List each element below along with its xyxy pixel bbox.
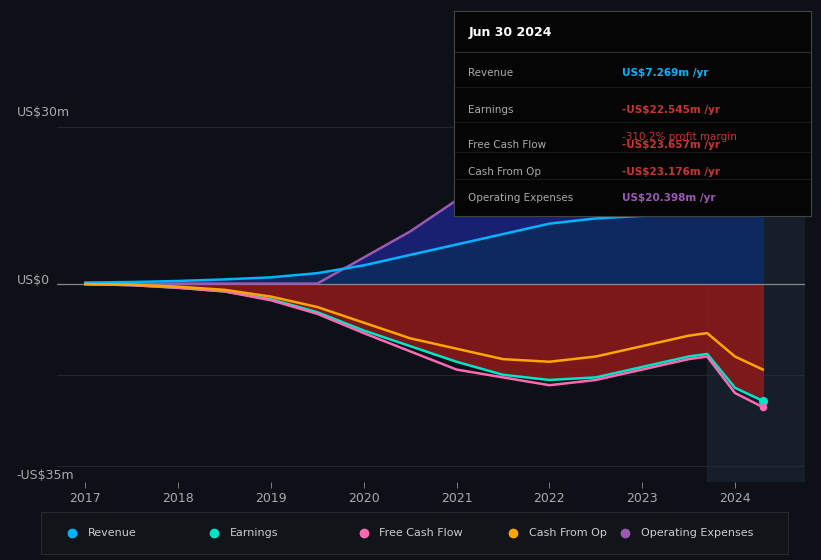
Point: [756, 403, 769, 412]
Text: -US$23.657m /yr: -US$23.657m /yr: [621, 140, 720, 150]
Text: Cash From Op: Cash From Op: [529, 529, 607, 538]
Point: [756, 206, 769, 215]
Text: Cash From Op: Cash From Op: [468, 166, 541, 176]
Text: -310.2% profit margin: -310.2% profit margin: [621, 132, 736, 142]
Text: Earnings: Earnings: [468, 105, 514, 115]
Text: Operating Expenses: Operating Expenses: [641, 529, 754, 538]
Text: -US$22.545m /yr: -US$22.545m /yr: [621, 105, 720, 115]
Text: Free Cash Flow: Free Cash Flow: [379, 529, 463, 538]
Text: US$0: US$0: [16, 274, 49, 287]
Point: [756, 396, 769, 405]
Bar: [707, 106, 821, 482]
Text: Operating Expenses: Operating Expenses: [468, 193, 574, 203]
Text: Revenue: Revenue: [468, 68, 513, 78]
Text: Jun 30 2024: Jun 30 2024: [468, 26, 552, 39]
Text: Free Cash Flow: Free Cash Flow: [468, 140, 547, 150]
Text: Earnings: Earnings: [230, 529, 278, 538]
Text: -US$23.176m /yr: -US$23.176m /yr: [621, 166, 720, 176]
Text: Revenue: Revenue: [88, 529, 137, 538]
Text: US$7.269m /yr: US$7.269m /yr: [621, 68, 709, 78]
Text: US$30m: US$30m: [16, 106, 70, 119]
Text: US$20.398m /yr: US$20.398m /yr: [621, 193, 715, 203]
Point: [756, 172, 769, 181]
Text: -US$35m: -US$35m: [16, 469, 74, 482]
